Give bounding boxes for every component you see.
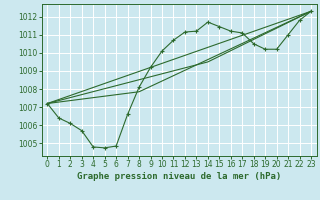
X-axis label: Graphe pression niveau de la mer (hPa): Graphe pression niveau de la mer (hPa) xyxy=(77,172,281,181)
